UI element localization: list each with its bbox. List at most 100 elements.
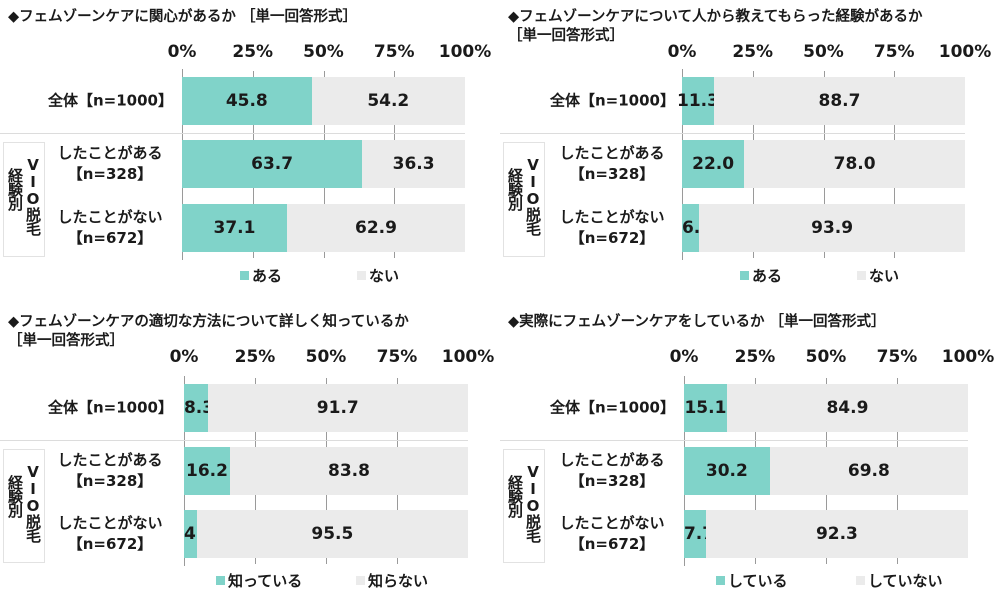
legend-swatch bbox=[357, 271, 366, 280]
legend-label: 知っている bbox=[228, 572, 303, 590]
category-label-line: 【n=672】 bbox=[67, 535, 153, 553]
group-label: VIO脱毛 bbox=[24, 155, 42, 235]
bar-segment-negative bbox=[311, 77, 465, 125]
bar-segment-negative bbox=[207, 384, 468, 432]
bar-segment-positive bbox=[682, 204, 700, 252]
chart-title: ［単一回答形式］ bbox=[508, 28, 624, 44]
chart-title: ［単一回答形式］ bbox=[8, 333, 124, 349]
x-tick-label: 50% bbox=[805, 347, 847, 367]
category-label-line: 【n=328】 bbox=[569, 165, 655, 183]
legend-label: していない bbox=[868, 572, 943, 590]
category-label: したことがある 【n=328】 bbox=[550, 450, 674, 492]
category-label-line: 【n=328】 bbox=[569, 472, 655, 490]
data-label: 16.2 bbox=[186, 461, 228, 481]
group-label: 経験別 bbox=[6, 474, 24, 517]
category-label-line: 【n=672】 bbox=[569, 229, 655, 247]
legend-item: ない bbox=[857, 265, 899, 286]
group-label: VIO脱毛 bbox=[524, 462, 542, 542]
category-label: 全体【n=1000】 bbox=[550, 91, 675, 112]
bar-segment-positive bbox=[182, 204, 287, 252]
data-label: 11.3 bbox=[677, 91, 719, 111]
data-label: 88.7 bbox=[818, 91, 861, 111]
legend-swatch bbox=[716, 576, 725, 585]
group-separator bbox=[500, 439, 968, 441]
x-tick-label: 50% bbox=[305, 347, 347, 367]
group-box bbox=[503, 448, 545, 563]
category-label-line: したことがない bbox=[559, 514, 665, 532]
bar-segment-positive bbox=[684, 384, 727, 432]
data-label: 30.2 bbox=[705, 461, 748, 481]
category-label-line: 【n=672】 bbox=[569, 535, 655, 553]
category-label-line: したことがある bbox=[559, 451, 665, 469]
group-label: 経験別 bbox=[6, 167, 24, 210]
category-label: 全体【n=1000】 bbox=[48, 91, 173, 112]
data-label: 69.8 bbox=[847, 461, 890, 481]
legend-swatch bbox=[216, 576, 225, 585]
group-separator bbox=[500, 132, 965, 134]
bar-segment-positive bbox=[684, 510, 706, 558]
bar-segment-positive bbox=[184, 384, 208, 432]
bar-segment-negative bbox=[230, 447, 468, 495]
category-label-line: したことがない bbox=[57, 208, 163, 226]
bar-segment-negative bbox=[769, 447, 968, 495]
x-tick-label: 50% bbox=[803, 42, 844, 62]
group-separator bbox=[0, 132, 465, 134]
data-label: 92.3 bbox=[815, 524, 858, 544]
group-label: 経験別 bbox=[506, 167, 524, 210]
legend-label: 知らない bbox=[368, 572, 429, 590]
x-tick-label: 100% bbox=[941, 347, 995, 367]
category-label-line: したことがない bbox=[559, 208, 665, 226]
category-label-line: したことがある bbox=[559, 144, 665, 162]
category-label: したことがある 【n=328】 bbox=[48, 143, 172, 185]
group-box bbox=[3, 141, 45, 257]
data-label: 45.8 bbox=[225, 91, 268, 111]
legend-label: している bbox=[728, 572, 788, 590]
category-label-line: したことがない bbox=[57, 514, 163, 532]
bar-segment-positive bbox=[184, 510, 197, 558]
legend-item: していない bbox=[856, 570, 943, 591]
category-label: したことがない 【n=672】 bbox=[550, 513, 674, 555]
bar-segment-negative bbox=[744, 140, 965, 188]
data-label: 95.5 bbox=[311, 524, 354, 544]
x-tick-label: 75% bbox=[873, 42, 915, 62]
legend-item: 知らない bbox=[356, 570, 428, 591]
x-tick-label: 25% bbox=[234, 347, 276, 367]
data-label: 8.3 bbox=[183, 398, 215, 418]
data-label: 78.0 bbox=[833, 154, 876, 174]
x-tick-label: 75% bbox=[373, 42, 415, 62]
legend-label: ある bbox=[752, 267, 783, 285]
bar-segment-negative bbox=[362, 140, 465, 188]
bar-segment-positive bbox=[182, 77, 312, 125]
bar-segment-positive bbox=[682, 140, 745, 188]
bar-segment-negative bbox=[713, 77, 965, 125]
group-label: VIO脱毛 bbox=[24, 462, 42, 542]
chart-title: ◆実際にフェムゾーンケアをしているか ［単一回答形式］ bbox=[508, 314, 886, 330]
data-label: 22.0 bbox=[692, 154, 735, 174]
legend-swatch bbox=[740, 271, 749, 280]
category-label: 全体【n=1000】 bbox=[550, 398, 675, 419]
x-tick-label: 100% bbox=[441, 347, 495, 367]
x-tick-label: 100% bbox=[938, 42, 992, 62]
bar-segment-negative bbox=[726, 384, 968, 432]
bar-segment-negative bbox=[196, 510, 468, 558]
data-label: 37.1 bbox=[213, 218, 256, 238]
bar-segment-negative bbox=[705, 510, 968, 558]
chart-title: ◆フェムゾーンケアの適切な方法について詳しく知っているか bbox=[8, 314, 409, 330]
legend-label: ある bbox=[252, 267, 283, 285]
x-tick-label: 0% bbox=[167, 42, 197, 62]
x-tick-label: 50% bbox=[303, 42, 344, 62]
chart-title: ◆フェムゾーンケアについて人から教えてもらった経験があるか bbox=[508, 9, 923, 25]
x-tick-label: 75% bbox=[876, 347, 918, 367]
x-tick-label: 25% bbox=[732, 42, 774, 62]
category-label: したことがある 【n=328】 bbox=[550, 143, 674, 185]
x-tick-label: 100% bbox=[438, 42, 492, 62]
bar-segment-negative bbox=[699, 204, 965, 252]
x-tick-label: 0% bbox=[169, 347, 199, 367]
legend-swatch bbox=[356, 576, 365, 585]
legend-swatch bbox=[857, 271, 866, 280]
category-label: したことがない 【n=672】 bbox=[550, 207, 674, 249]
category-label-line: 【n=328】 bbox=[67, 472, 153, 490]
data-label: 15.1 bbox=[684, 398, 727, 418]
legend-label: ない bbox=[869, 267, 900, 285]
data-label: 36.3 bbox=[392, 154, 435, 174]
